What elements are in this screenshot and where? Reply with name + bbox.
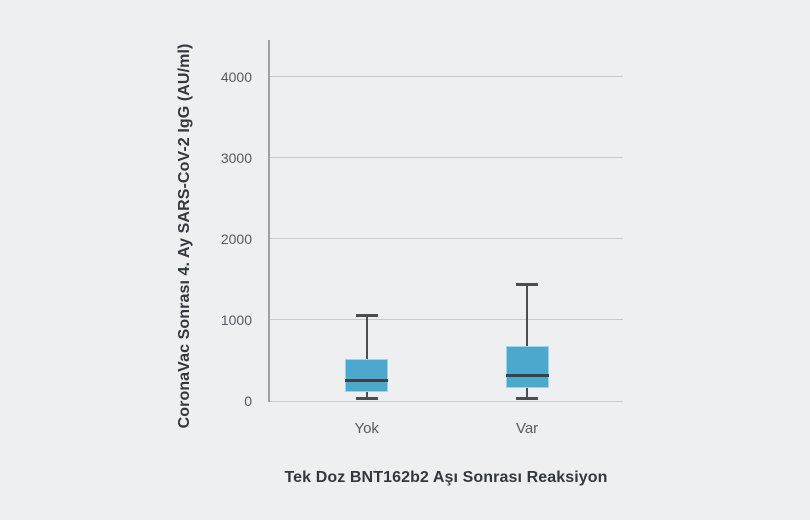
whisker-cap-top-yok: [355, 313, 378, 317]
category-label-var: Var: [515, 420, 539, 437]
whisker-lower-var: [526, 388, 529, 399]
category-label-yok: Yok: [354, 420, 379, 437]
gridline: [269, 76, 623, 77]
y-tick-label: 4000: [220, 68, 252, 85]
gridline: [269, 400, 623, 402]
gridline: [269, 157, 623, 159]
y-tick-label: 1000: [220, 311, 252, 328]
gridline: [269, 319, 623, 321]
whisker-lower-yok: [365, 392, 368, 399]
whisker-cap-bottom-var: [516, 396, 539, 400]
box-var: [505, 345, 549, 388]
whisker-upper-var: [526, 284, 529, 346]
whisker-cap-top-var: [516, 282, 539, 286]
median-line-yok: [345, 379, 389, 383]
y-tick-label: 0: [244, 393, 252, 409]
gridline: [269, 238, 623, 240]
whisker-cap-bottom-yok: [355, 396, 378, 400]
whisker-upper-yok: [365, 315, 368, 359]
x-axis-title: Tek Doz BNT162b2 Aşı Sonrası Reaksiyon: [284, 469, 608, 486]
y-tick-label: 2000: [220, 230, 252, 247]
y-tick-label: 3000: [220, 149, 252, 166]
median-line-var: [505, 373, 549, 377]
y-axis-line: [268, 40, 270, 402]
plot-area: [269, 40, 623, 401]
box-yok: [345, 358, 389, 393]
